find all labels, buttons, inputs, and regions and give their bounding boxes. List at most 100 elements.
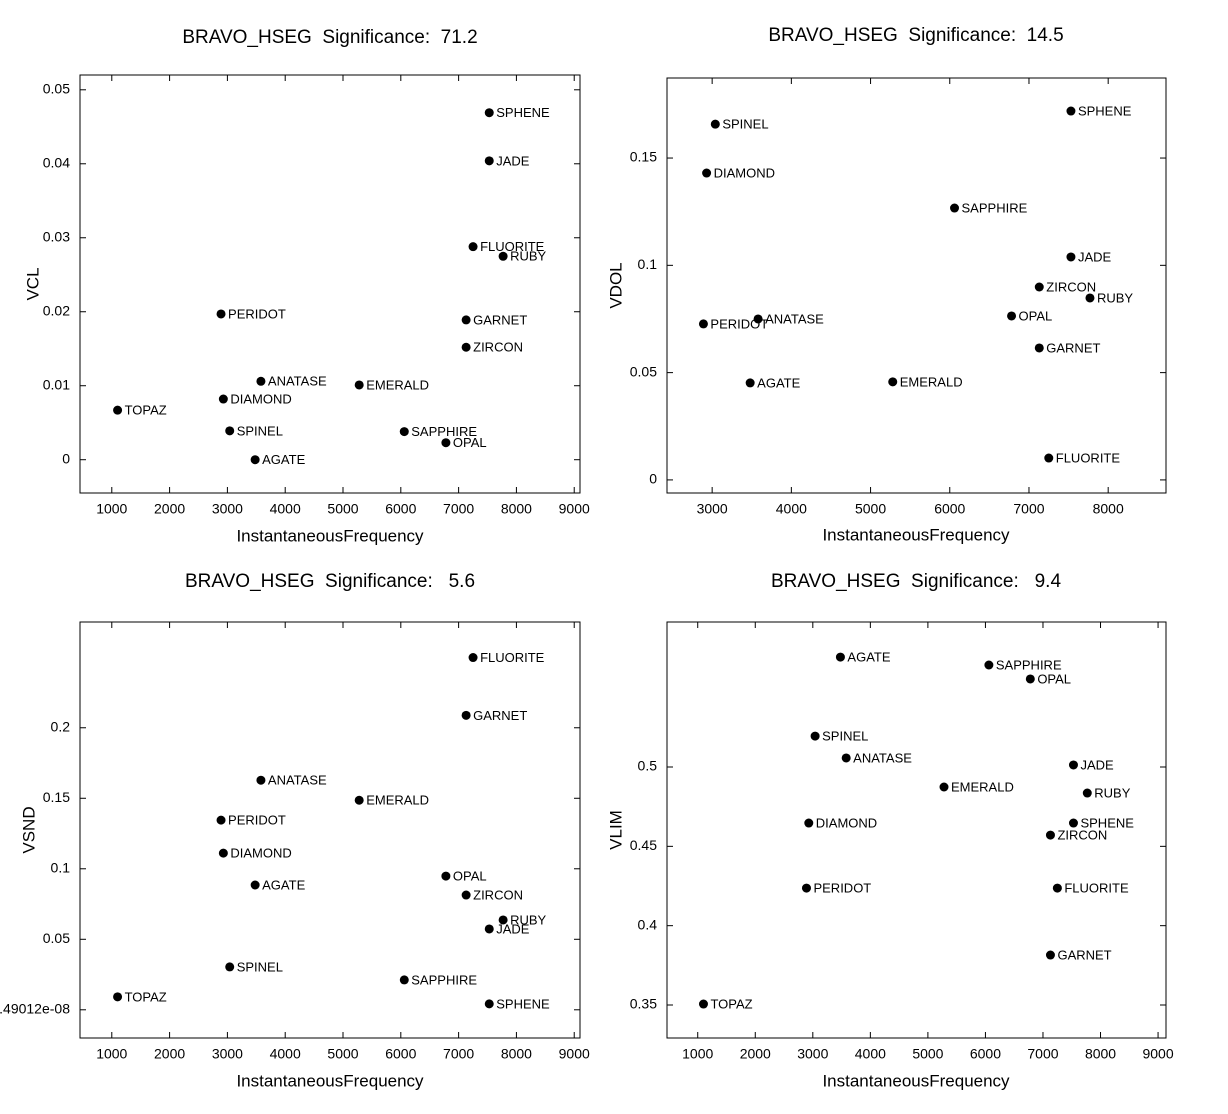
x-tick-label: 5000	[327, 501, 358, 517]
point-label: SPHENE	[1080, 815, 1134, 830]
x-tick-label: 8000	[1093, 501, 1124, 517]
point	[498, 251, 508, 261]
point	[354, 795, 364, 805]
y-tick-label: 0.15	[43, 789, 70, 805]
point-label: EMERALD	[900, 374, 963, 389]
y-tick-label: 0.4	[638, 916, 658, 932]
point	[939, 782, 949, 792]
y-tick-label: 0	[62, 450, 70, 466]
point	[468, 653, 478, 663]
point-label: SAPPHIRE	[411, 424, 477, 439]
x-tick-label: 5000	[912, 1046, 943, 1062]
point-label: TOPAZ	[710, 996, 752, 1011]
point	[218, 848, 228, 858]
point-label: FLUORITE	[1064, 881, 1129, 896]
y-tick-label: 1.49012e-08	[0, 1000, 70, 1016]
point-label: SAPPHIRE	[411, 972, 477, 987]
point	[216, 815, 226, 825]
x-tick-label: 7000	[443, 1046, 474, 1062]
point	[950, 203, 960, 213]
point	[484, 924, 494, 934]
point-label: ANATASE	[853, 750, 912, 765]
point-label: GARNET	[473, 312, 527, 327]
point	[461, 710, 471, 720]
point	[888, 377, 898, 387]
x-tick-label: 2000	[154, 1046, 185, 1062]
point-label: RUBY	[1094, 785, 1130, 800]
y-tick-label: 0.05	[43, 80, 70, 96]
point	[461, 342, 471, 352]
point-label: JADE	[496, 153, 530, 168]
point-label: GARNET	[1057, 947, 1111, 962]
point-label: DIAMOND	[230, 846, 291, 861]
y-axis-label: VCL	[23, 267, 42, 300]
point	[441, 438, 451, 448]
point-label: PERIDOT	[228, 306, 286, 321]
x-tick-label: 5000	[327, 1046, 358, 1062]
point-label: DIAMOND	[816, 815, 877, 830]
chart-title: BRAVO_HSEG Significance: 5.6	[185, 571, 475, 592]
x-axis-label: InstantaneousFrequency	[822, 525, 1010, 544]
y-tick-label: 0	[649, 471, 657, 487]
point	[1025, 674, 1035, 684]
point	[1068, 818, 1078, 828]
point-label: RUBY	[510, 912, 546, 927]
x-tick-label: 2000	[154, 501, 185, 517]
point-label: GARNET	[473, 708, 527, 723]
x-tick-label: 8000	[501, 1046, 532, 1062]
y-tick-label: 0.01	[43, 376, 70, 392]
chart-title: BRAVO_HSEG Significance: 9.4	[771, 571, 1061, 592]
point-label: ZIRCON	[1057, 828, 1107, 843]
point	[1044, 453, 1054, 463]
x-tick-label: 3000	[797, 1046, 828, 1062]
x-tick-label: 7000	[1027, 1046, 1058, 1062]
point-label: AGATE	[262, 877, 305, 892]
point-label: GARNET	[1046, 340, 1100, 355]
point	[498, 915, 508, 925]
point-label: ANATASE	[268, 374, 327, 389]
x-tick-label: 3000	[212, 501, 243, 517]
point-label: SAPPHIRE	[996, 657, 1062, 672]
point	[1052, 883, 1062, 893]
x-axis-label: InstantaneousFrequency	[236, 1071, 424, 1090]
x-tick-label: 6000	[934, 501, 965, 517]
point	[484, 156, 494, 166]
y-tick-label: 0.45	[630, 837, 657, 853]
plot-frame	[666, 621, 1167, 1039]
x-tick-label: 6000	[385, 1046, 416, 1062]
y-axis-label: VLIM	[606, 810, 625, 850]
x-tick-label: 7000	[1013, 501, 1044, 517]
point	[113, 405, 123, 415]
point	[702, 168, 712, 178]
y-tick-label: 0.03	[43, 228, 70, 244]
point-label: SAPPHIRE	[962, 200, 1028, 215]
y-tick-label: 0.05	[630, 363, 657, 379]
point-label: TOPAZ	[125, 403, 167, 418]
point-label: PERIDOT	[710, 316, 768, 331]
point	[1045, 950, 1055, 960]
point	[225, 426, 235, 436]
point	[399, 975, 409, 985]
x-tick-label: 3000	[212, 1046, 243, 1062]
point	[1045, 830, 1055, 840]
point-label: AGATE	[262, 452, 305, 467]
point-label: EMERALD	[366, 793, 429, 808]
point	[1007, 311, 1017, 321]
point-label: ZIRCON	[1046, 279, 1096, 294]
point	[256, 376, 266, 386]
point	[804, 818, 814, 828]
point	[710, 119, 720, 129]
x-axis-label: InstantaneousFrequency	[822, 1071, 1010, 1090]
point-label: SPHENE	[496, 996, 550, 1011]
point	[461, 315, 471, 325]
point-label: SPINEL	[822, 729, 868, 744]
point-label: SPINEL	[722, 117, 768, 132]
point-label: RUBY	[510, 249, 546, 264]
x-tick-label: 5000	[855, 501, 886, 517]
point	[216, 309, 226, 319]
point	[461, 890, 471, 900]
point	[984, 660, 994, 670]
point-label: AGATE	[757, 375, 800, 390]
point	[1085, 293, 1095, 303]
